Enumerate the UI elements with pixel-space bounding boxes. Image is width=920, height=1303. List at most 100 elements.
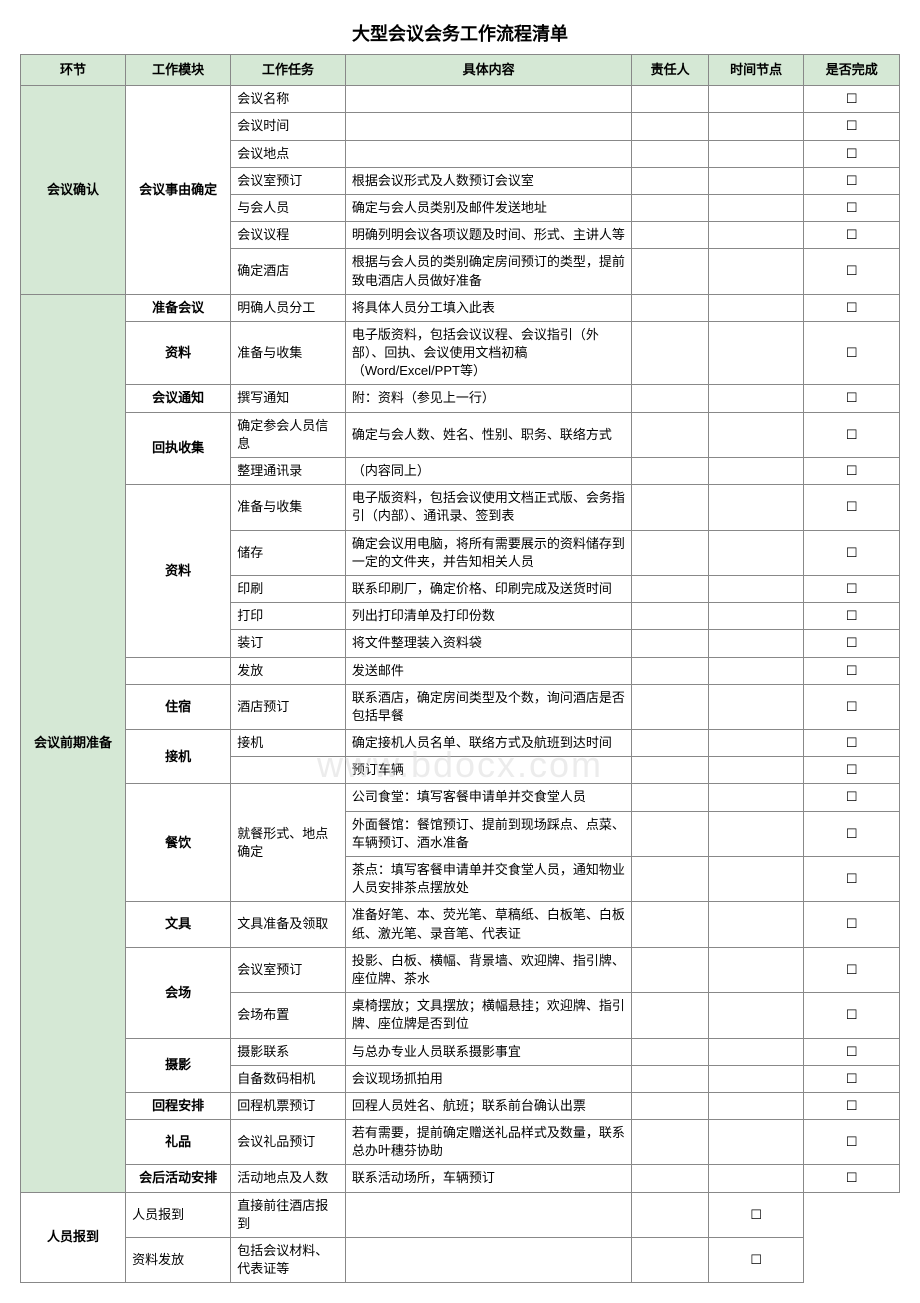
table-row: 资料发放包括会议材料、代表证等☐	[21, 1238, 900, 1283]
done-checkbox[interactable]: ☐	[804, 630, 900, 657]
done-checkbox[interactable]: ☐	[804, 657, 900, 684]
table-row: 会后活动安排活动地点及人数联系活动场所，车辆预订☐	[21, 1165, 900, 1192]
detail-cell: 直接前往酒店报到	[231, 1192, 346, 1237]
done-checkbox[interactable]: ☐	[804, 811, 900, 856]
time-cell	[708, 222, 804, 249]
module-cell: 餐饮	[126, 784, 231, 902]
done-checkbox[interactable]: ☐	[804, 249, 900, 294]
done-checkbox[interactable]: ☐	[804, 1092, 900, 1119]
done-checkbox[interactable]: ☐	[804, 1065, 900, 1092]
time-cell	[708, 857, 804, 902]
time-cell	[708, 294, 804, 321]
owner-cell	[632, 1120, 708, 1165]
done-checkbox[interactable]: ☐	[804, 1165, 900, 1192]
detail-cell: 茶点：填写客餐申请单并交食堂人员，通知物业人员安排茶点摆放处	[345, 857, 632, 902]
done-checkbox[interactable]: ☐	[804, 412, 900, 457]
task-cell: 摄影联系	[231, 1038, 346, 1065]
done-checkbox[interactable]: ☐	[804, 947, 900, 992]
task-cell: 人员报到	[126, 1192, 231, 1237]
table-row: 资料准备与收集电子版资料，包括会议使用文档正式版、会务指引（内部）、通讯录、签到…	[21, 485, 900, 530]
module-cell	[126, 657, 231, 684]
header-done: 是否完成	[804, 55, 900, 86]
table-row: 礼品会议礼品预订若有需要，提前确定赠送礼品样式及数量，联系总办叶穗芬协助☐	[21, 1120, 900, 1165]
detail-cell: 联系活动场所，车辆预订	[345, 1165, 632, 1192]
done-checkbox[interactable]: ☐	[804, 730, 900, 757]
module-cell: 人员报到	[21, 1192, 126, 1283]
task-cell: 与会人员	[231, 194, 346, 221]
done-checkbox[interactable]: ☐	[804, 530, 900, 575]
task-cell: 接机	[231, 730, 346, 757]
done-checkbox[interactable]: ☐	[804, 1120, 900, 1165]
detail-cell: 桌椅摆放；文具摆放；横幅悬挂；欢迎牌、指引牌、座位牌是否到位	[345, 993, 632, 1038]
task-cell: 打印	[231, 603, 346, 630]
owner-cell	[632, 385, 708, 412]
time-cell	[708, 412, 804, 457]
done-checkbox[interactable]: ☐	[804, 86, 900, 113]
header-owner: 责任人	[632, 55, 708, 86]
header-time: 时间节点	[708, 55, 804, 86]
detail-cell: 联系酒店，确定房间类型及个数，询问酒店是否包括早餐	[345, 684, 632, 729]
done-checkbox[interactable]: ☐	[804, 684, 900, 729]
stage-cell: 会议前期准备	[21, 294, 126, 1192]
done-checkbox[interactable]: ☐	[804, 757, 900, 784]
done-checkbox[interactable]: ☐	[804, 1038, 900, 1065]
owner-cell	[632, 412, 708, 457]
time-cell	[708, 757, 804, 784]
detail-cell: 回程人员姓名、航班；联系前台确认出票	[345, 1092, 632, 1119]
done-checkbox[interactable]: ☐	[804, 902, 900, 947]
time-cell	[708, 730, 804, 757]
owner-cell	[632, 1065, 708, 1092]
detail-cell: 电子版资料，包括会议使用文档正式版、会务指引（内部）、通讯录、签到表	[345, 485, 632, 530]
done-checkbox[interactable]: ☐	[804, 167, 900, 194]
time-cell	[708, 113, 804, 140]
done-checkbox[interactable]: ☐	[708, 1238, 804, 1283]
done-checkbox[interactable]: ☐	[804, 194, 900, 221]
detail-cell: 确定与会人数、姓名、性别、职务、联络方式	[345, 412, 632, 457]
owner-cell	[632, 630, 708, 657]
time-cell	[708, 811, 804, 856]
task-cell: 明确人员分工	[231, 294, 346, 321]
module-cell: 会议通知	[126, 385, 231, 412]
done-checkbox[interactable]: ☐	[804, 575, 900, 602]
table-row: 文具文具准备及领取准备好笔、本、荧光笔、草稿纸、白板笔、白板纸、激光笔、录音笔、…	[21, 902, 900, 947]
done-checkbox[interactable]: ☐	[804, 321, 900, 385]
module-cell: 会后活动安排	[126, 1165, 231, 1192]
owner-cell	[632, 902, 708, 947]
done-checkbox[interactable]: ☐	[804, 485, 900, 530]
done-checkbox[interactable]: ☐	[804, 294, 900, 321]
detail-cell: 会议现场抓拍用	[345, 1065, 632, 1092]
done-checkbox[interactable]: ☐	[804, 784, 900, 811]
task-cell: 确定酒店	[231, 249, 346, 294]
task-cell: 准备与收集	[231, 485, 346, 530]
header-detail: 具体内容	[345, 55, 632, 86]
owner-cell	[632, 1165, 708, 1192]
owner-cell	[632, 294, 708, 321]
table-container: www.bdocx.com 环节 工作模块 工作任务 具体内容 责任人 时间节点…	[20, 54, 900, 1283]
owner-cell	[632, 140, 708, 167]
task-cell: 文具准备及领取	[231, 902, 346, 947]
table-row: 摄影摄影联系与总办专业人员联系摄影事宜☐	[21, 1038, 900, 1065]
done-checkbox[interactable]: ☐	[804, 603, 900, 630]
time-cell	[708, 321, 804, 385]
owner-cell	[632, 857, 708, 902]
time-cell	[708, 575, 804, 602]
done-checkbox[interactable]: ☐	[804, 857, 900, 902]
done-checkbox[interactable]: ☐	[804, 993, 900, 1038]
module-cell: 礼品	[126, 1120, 231, 1165]
time-cell	[708, 249, 804, 294]
owner-cell	[632, 222, 708, 249]
table-row: 餐饮就餐形式、地点确定公司食堂：填写客餐申请单并交食堂人员☐	[21, 784, 900, 811]
owner-cell	[632, 321, 708, 385]
time-cell	[708, 1120, 804, 1165]
done-checkbox[interactable]: ☐	[708, 1192, 804, 1237]
detail-cell: 预订车辆	[345, 757, 632, 784]
table-row: 资料准备与收集电子版资料，包括会议议程、会议指引（外部）、回执、会议使用文档初稿…	[21, 321, 900, 385]
task-cell: 装订	[231, 630, 346, 657]
done-checkbox[interactable]: ☐	[804, 222, 900, 249]
task-cell: 会议礼品预订	[231, 1120, 346, 1165]
table-row: 会议确认会议事由确定会议名称☐	[21, 86, 900, 113]
done-checkbox[interactable]: ☐	[804, 140, 900, 167]
done-checkbox[interactable]: ☐	[804, 458, 900, 485]
done-checkbox[interactable]: ☐	[804, 385, 900, 412]
done-checkbox[interactable]: ☐	[804, 113, 900, 140]
